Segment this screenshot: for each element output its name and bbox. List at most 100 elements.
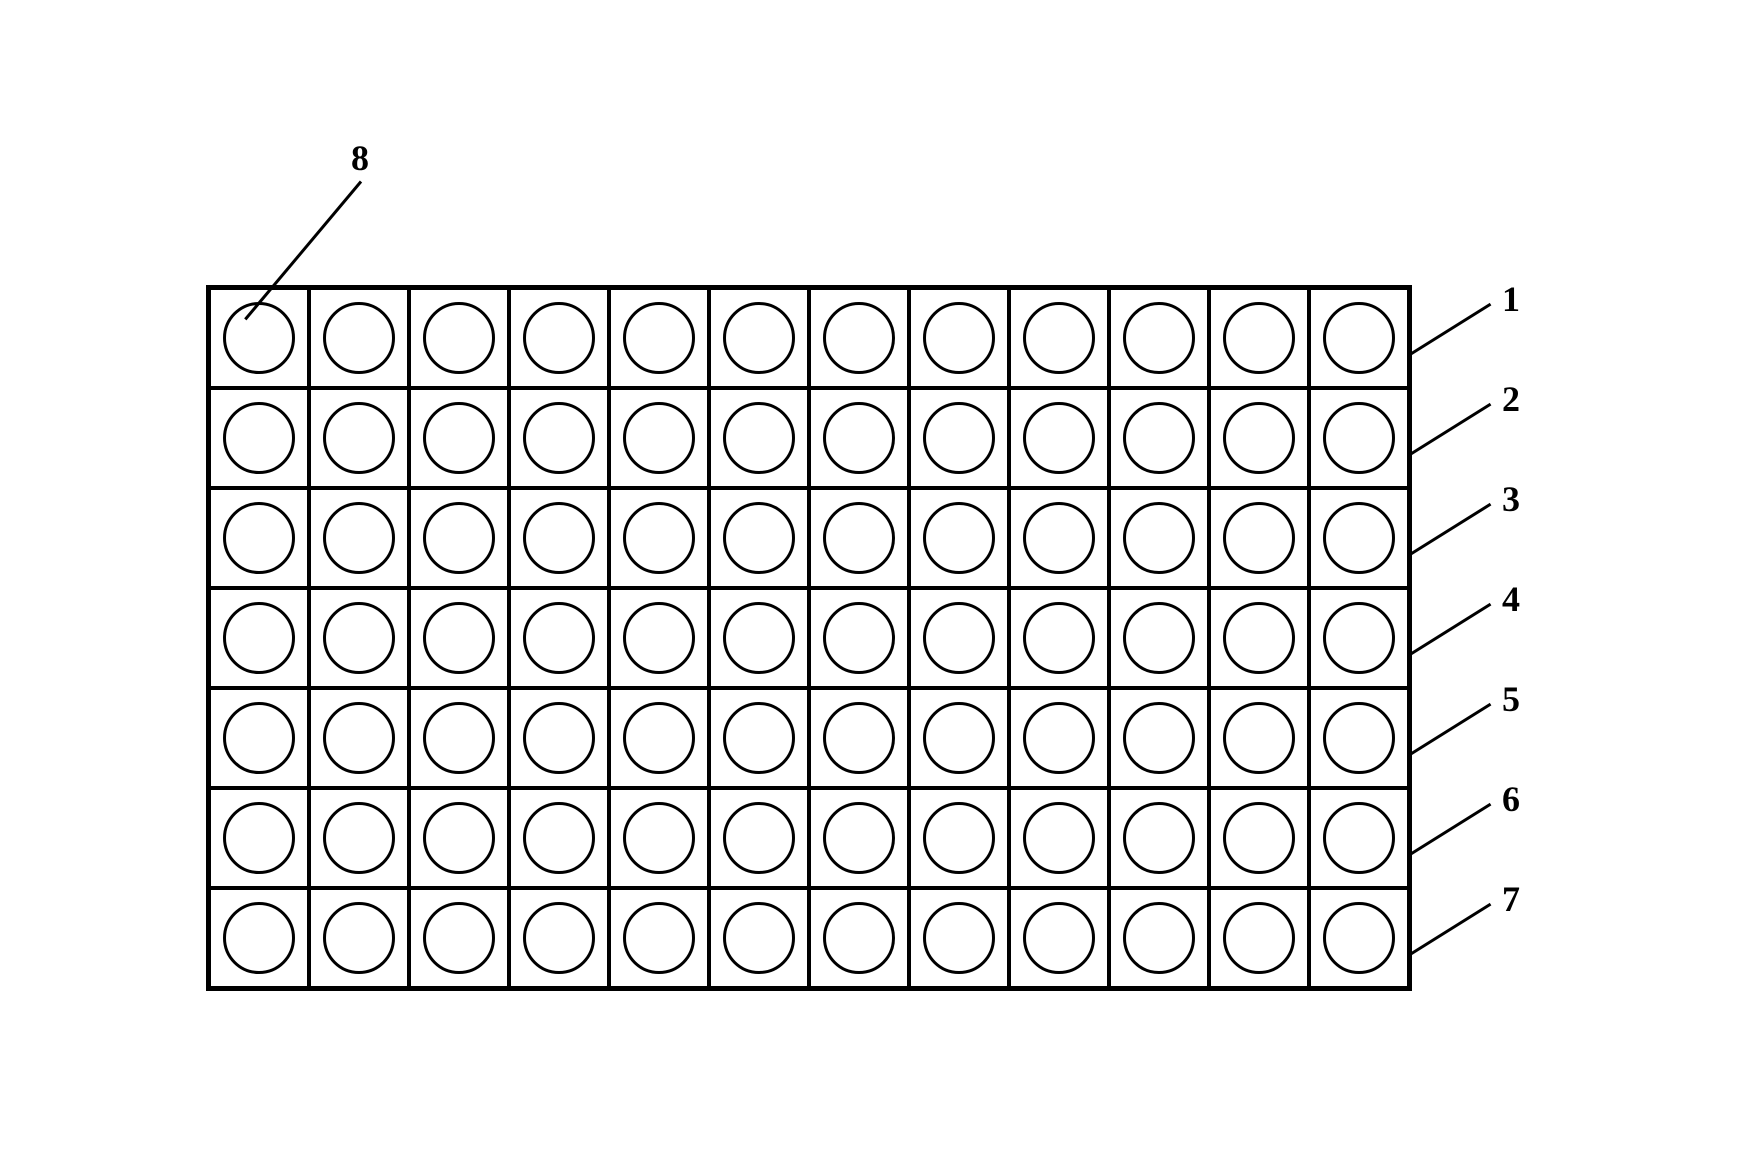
- grid-cell: [909, 388, 1009, 488]
- cell-circle: [1123, 702, 1195, 774]
- cell-circle: [823, 402, 895, 474]
- cell-circle: [723, 602, 795, 674]
- cell-circle: [1323, 602, 1395, 674]
- grid-cell: [309, 588, 409, 688]
- grid-cell: [409, 588, 509, 688]
- cell-circle: [1223, 802, 1295, 874]
- cell-grid: [206, 285, 1412, 991]
- cell-circle: [523, 702, 595, 774]
- cell-circle: [1123, 602, 1195, 674]
- cell-circle: [1223, 702, 1295, 774]
- grid-cell: [709, 588, 809, 688]
- grid-cell: [309, 288, 409, 388]
- label-row-6: 6: [1502, 778, 1520, 820]
- cell-circle: [623, 702, 695, 774]
- grid-cell: [309, 688, 409, 788]
- grid-cell: [509, 388, 609, 488]
- grid-cell: [309, 888, 409, 988]
- cell-circle: [423, 802, 495, 874]
- label-top-left: 8: [351, 137, 369, 179]
- cell-circle: [1123, 502, 1195, 574]
- label-row-2: 2: [1502, 378, 1520, 420]
- cell-circle: [1223, 902, 1295, 974]
- cell-circle: [223, 702, 295, 774]
- cell-circle: [223, 502, 295, 574]
- cell-circle: [823, 702, 895, 774]
- grid-cell: [809, 288, 909, 388]
- cell-circle: [623, 302, 695, 374]
- grid-cell: [309, 388, 409, 488]
- cell-circle: [1023, 302, 1095, 374]
- grid-cell: [1009, 888, 1109, 988]
- grid-cell: [809, 788, 909, 888]
- grid-cell: [1309, 588, 1409, 688]
- grid-cell: [309, 788, 409, 888]
- grid-cell: [409, 888, 509, 988]
- cell-circle: [323, 402, 395, 474]
- grid-cell: [409, 788, 509, 888]
- cell-circle: [923, 702, 995, 774]
- grid-cell: [509, 288, 609, 388]
- cell-circle: [523, 502, 595, 574]
- cell-circle: [823, 302, 895, 374]
- grid-cell: [1109, 388, 1209, 488]
- grid-cell: [1209, 588, 1309, 688]
- cell-circle: [423, 602, 495, 674]
- grid-cell: [1109, 288, 1209, 388]
- cell-circle: [923, 302, 995, 374]
- grid-cell: [609, 788, 709, 888]
- grid-cell: [1309, 388, 1409, 488]
- cell-circle: [323, 302, 395, 374]
- cell-circle: [723, 702, 795, 774]
- cell-circle: [623, 402, 695, 474]
- cell-circle: [1023, 802, 1095, 874]
- grid-cell: [1209, 388, 1309, 488]
- grid-cell: [409, 488, 509, 588]
- cell-circle: [223, 902, 295, 974]
- label-row-4: 4: [1502, 578, 1520, 620]
- cell-circle: [823, 602, 895, 674]
- cell-circle: [1023, 902, 1095, 974]
- cell-circle: [823, 902, 895, 974]
- cell-circle: [923, 402, 995, 474]
- grid-cell: [209, 388, 309, 488]
- grid-cell: [1309, 888, 1409, 988]
- grid-cell: [709, 388, 809, 488]
- cell-circle: [223, 602, 295, 674]
- cell-circle: [323, 902, 395, 974]
- cell-circle: [1323, 302, 1395, 374]
- grid-cell: [709, 288, 809, 388]
- grid-cell: [1009, 688, 1109, 788]
- label-row-7: 7: [1502, 878, 1520, 920]
- grid-cell: [309, 488, 409, 588]
- cell-circle: [923, 502, 995, 574]
- cell-circle: [323, 602, 395, 674]
- grid-cell: [1109, 788, 1209, 888]
- cell-circle: [1123, 802, 1195, 874]
- cell-circle: [823, 502, 895, 574]
- grid-cell: [409, 688, 509, 788]
- cell-circle: [1323, 402, 1395, 474]
- cell-circle: [523, 402, 595, 474]
- cell-circle: [1323, 902, 1395, 974]
- grid-cell: [609, 588, 709, 688]
- grid-cell: [1109, 588, 1209, 688]
- leader-line-row-7: [1409, 903, 1491, 956]
- cell-circle: [323, 702, 395, 774]
- cell-circle: [623, 802, 695, 874]
- cell-circle: [1023, 402, 1095, 474]
- grid-cell: [909, 288, 1009, 388]
- grid-cell: [909, 588, 1009, 688]
- leader-line-row-3: [1409, 503, 1491, 556]
- cell-circle: [223, 802, 295, 874]
- leader-line-row-5: [1409, 703, 1491, 756]
- cell-circle: [623, 602, 695, 674]
- cell-circle: [1223, 402, 1295, 474]
- cell-circle: [523, 802, 595, 874]
- grid-cell: [509, 888, 609, 988]
- grid-cell: [1209, 888, 1309, 988]
- cell-circle: [223, 402, 295, 474]
- grid-cell: [909, 888, 1009, 988]
- grid-cell: [609, 688, 709, 788]
- grid-cell: [509, 488, 609, 588]
